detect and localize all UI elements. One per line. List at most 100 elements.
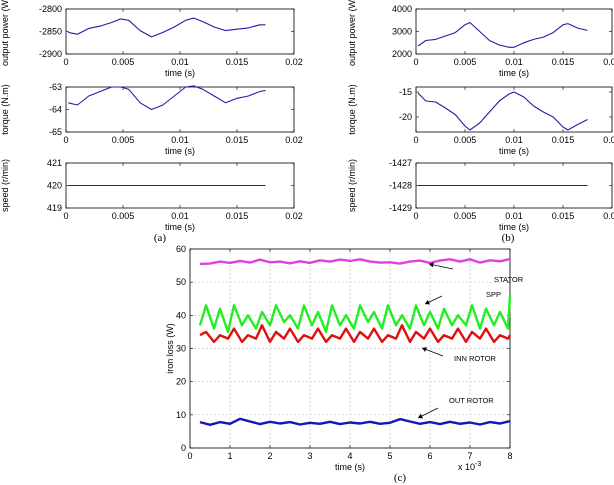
y-tick-label: -2850 xyxy=(39,27,62,37)
y-tick-label: 60 xyxy=(176,244,186,254)
plot-frame xyxy=(415,86,613,133)
x-tick-label: 0.01 xyxy=(171,57,189,67)
y-tick-label: 421 xyxy=(47,158,62,168)
x-tick-label: 0.015 xyxy=(226,211,249,221)
x-tick-label: 4 xyxy=(347,451,352,461)
y-tick-label: -1427 xyxy=(389,158,412,168)
y-axis-label: speed (r/min) xyxy=(0,159,10,212)
panel-b2: 0 0.005 0.01 0.015 0.02 -20 -15 time (s) torque … xyxy=(347,84,614,156)
x-tick-label: 5 xyxy=(387,451,392,461)
x-tick-label: 0.015 xyxy=(226,135,249,145)
x-tick-label: 0.01 xyxy=(505,57,523,67)
series-label: OUT ROTOR xyxy=(449,396,494,405)
y-tick-label: 30 xyxy=(176,344,186,354)
x-tick-label: 0.015 xyxy=(226,57,249,67)
x-tick-label: 0.02 xyxy=(603,135,614,145)
caption-a: (a) xyxy=(154,232,167,244)
y-tick-label: -20 xyxy=(399,112,412,122)
y-tick-label: -2800 xyxy=(39,4,62,14)
x-tick-label: 0 xyxy=(413,211,418,221)
y-tick-label: 0 xyxy=(181,443,186,453)
x-tick-label: 0.015 xyxy=(552,57,575,67)
x-axis-label: time (s) xyxy=(165,68,195,78)
x-tick-label: 0 xyxy=(63,135,68,145)
y-axis-label: output power (W) xyxy=(347,0,357,66)
series-spp xyxy=(198,295,512,334)
series-label: INN ROTOR xyxy=(454,354,497,363)
x-tick-label: 0 xyxy=(187,451,192,461)
y-axis-label: speed (r/min) xyxy=(347,159,357,212)
x-axis-label: time (s) xyxy=(335,462,365,472)
x-tick-label: 0.005 xyxy=(454,135,477,145)
series-line xyxy=(417,21,588,48)
x-tick-label: 0.005 xyxy=(112,211,135,221)
panel-a1: 0 0.005 0.01 0.015 0.02 -2900 -2850 -2800 time (… xyxy=(0,0,303,78)
x-tick-label: 6 xyxy=(427,451,432,461)
x-tick-label: 0.015 xyxy=(552,135,575,145)
series-line xyxy=(68,17,266,38)
x-tick-label: 1 xyxy=(227,451,232,461)
caption-c: (c) xyxy=(394,472,407,484)
y-tick-label: 419 xyxy=(47,203,62,213)
panel-b1: 0 0.005 0.01 0.015 0.02 2000 3000 4000 time (s) o… xyxy=(347,0,614,78)
annotation-arrowhead xyxy=(422,347,427,352)
x-axis-label: time (s) xyxy=(499,68,529,78)
x-axis-label: time (s) xyxy=(165,146,195,156)
series-label: SPP xyxy=(486,290,501,299)
annotation-arrowhead xyxy=(425,299,430,305)
y-tick-label: -64 xyxy=(49,105,62,115)
y-tick-label: 2000 xyxy=(392,49,412,59)
y-tick-label: -2900 xyxy=(39,49,62,59)
annotation-arrowhead xyxy=(418,413,423,419)
x-tick-label: 0.015 xyxy=(552,211,575,221)
x-tick-label: 8 xyxy=(507,451,512,461)
y-axis-label: output power (W) xyxy=(0,0,10,66)
y-tick-label: 20 xyxy=(176,377,186,387)
plot-frame xyxy=(65,8,295,55)
x-tick-label: 0.005 xyxy=(454,211,477,221)
series-label: STATOR xyxy=(494,275,524,284)
annotation-arrowhead xyxy=(429,262,434,268)
x-tick-label: 0.005 xyxy=(112,57,135,67)
y-tick-label: 3000 xyxy=(392,27,412,37)
y-tick-label: -15 xyxy=(399,87,412,97)
x-tick-label: 7 xyxy=(467,451,472,461)
x-tick-label: 0.02 xyxy=(285,211,303,221)
x-axis-label: time (s) xyxy=(499,146,529,156)
y-tick-label: -63 xyxy=(49,82,62,92)
x-tick-label: 0.005 xyxy=(454,57,477,67)
series-inn-rotor xyxy=(199,324,512,344)
series-line xyxy=(417,91,588,131)
x-tick-label: 0 xyxy=(413,135,418,145)
panel-a3: 0 0.005 0.01 0.015 0.02 419 420 421 time (s) spee… xyxy=(0,158,303,232)
y-tick-label: -1429 xyxy=(389,203,412,213)
x-axis-label: time (s) xyxy=(499,222,529,232)
x-tick-label: 0.02 xyxy=(603,57,614,67)
x-tick-label: 0 xyxy=(63,57,68,67)
x-tick-label: 0.005 xyxy=(112,135,135,145)
y-tick-label: 50 xyxy=(176,277,186,287)
plot-frame xyxy=(65,86,295,133)
y-axis-label: torque (N.m) xyxy=(0,84,10,135)
y-tick-label: 10 xyxy=(176,410,186,420)
x-tick-label: 2 xyxy=(267,451,272,461)
series-line xyxy=(68,85,266,111)
series-out-rotor xyxy=(199,417,511,426)
y-tick-label: -65 xyxy=(49,127,62,137)
x-axis-label: time (s) xyxy=(165,222,195,232)
panel-a2: 0 0.005 0.01 0.015 0.02 -65 -64 -63 time (s) torq… xyxy=(0,82,303,156)
x-tick-label: 0.02 xyxy=(285,135,303,145)
x-tick-label: 0.01 xyxy=(171,135,189,145)
series-stator xyxy=(199,257,511,266)
x-tick-label: 0.02 xyxy=(603,211,614,221)
panel-c: 0 1 2 3 4 5 6 7 8 0 10 20 30 40 50 60 time (s) iron loss … xyxy=(165,244,524,472)
x-tick-label: 0.01 xyxy=(171,211,189,221)
x-tick-label: 3 xyxy=(307,451,312,461)
x-tick-label: 0.01 xyxy=(505,211,523,221)
x-multiplier: x 10-3 xyxy=(458,461,481,472)
caption-b: (b) xyxy=(502,232,515,244)
y-tick-label: 40 xyxy=(176,310,186,320)
x-tick-label: 0.01 xyxy=(505,135,523,145)
y-axis-label: iron loss (W) xyxy=(165,323,175,374)
